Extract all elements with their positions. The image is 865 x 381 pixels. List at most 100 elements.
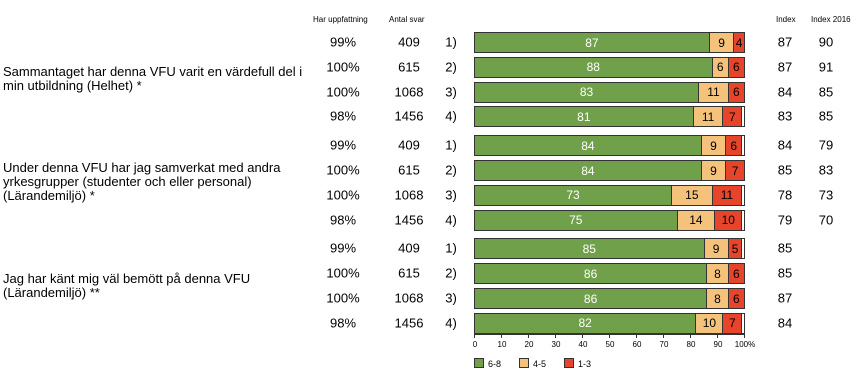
bar-segment: [727, 81, 745, 103]
value-label: 10: [702, 316, 717, 331]
value-label: 9: [712, 241, 720, 256]
category-label: 1): [445, 240, 457, 256]
header-has-opinion: Har uppfattning: [313, 15, 368, 24]
value-label: 85: [582, 241, 596, 256]
legend-swatch: [519, 358, 529, 368]
value-label: 82: [578, 316, 592, 331]
category-label: 1): [445, 34, 457, 50]
category-label: 3): [445, 187, 457, 203]
index-2016: 70: [818, 212, 834, 228]
tick-mark: [555, 334, 556, 338]
x-tick-label: 100%: [734, 340, 756, 349]
x-tick-label: 90: [713, 340, 723, 349]
bar-segment: [711, 184, 743, 206]
value-label: 8: [714, 291, 721, 306]
bar-segment: [722, 106, 743, 128]
x-tick-label: 10: [497, 340, 507, 349]
bar-segment: [733, 32, 745, 53]
bar-segment: [727, 56, 745, 78]
category-label: 4): [445, 212, 457, 228]
tick-mark: [528, 334, 529, 338]
value-label: 4: [735, 35, 743, 50]
value-label: 83: [579, 85, 594, 100]
value-label: 6: [716, 60, 724, 75]
header-index-2016: Index 2016: [811, 15, 851, 24]
responses: 409: [398, 34, 420, 50]
responses: 1068: [394, 84, 424, 100]
category-label: 2): [445, 59, 457, 75]
bar-segment: [722, 312, 743, 334]
value-label: 7: [729, 109, 736, 124]
tick-mark: [501, 334, 502, 338]
x-tick-label: 30: [551, 340, 561, 349]
bar-segment: [727, 238, 743, 260]
index-2016: 73: [818, 187, 834, 203]
value-label: 73: [566, 188, 580, 203]
index: 87: [777, 59, 793, 75]
value-label: 11: [720, 188, 734, 203]
question-text: Jag har känt mig väl bemött på denna VFU…: [3, 270, 251, 300]
has-opinion: 100%: [326, 84, 360, 100]
category-label: 2): [445, 265, 457, 281]
value-label: 6: [733, 266, 740, 281]
category-label: 4): [445, 315, 457, 331]
has-opinion: 100%: [326, 162, 360, 178]
value-label: 75: [569, 213, 583, 228]
legend-label: 4-5: [533, 359, 547, 369]
has-opinion: 98%: [329, 108, 357, 124]
has-opinion: 100%: [326, 265, 360, 281]
tick-mark: [663, 334, 664, 338]
value-label: 5: [731, 241, 739, 256]
tick-mark: [609, 334, 610, 338]
tick-mark: [717, 334, 718, 338]
bar-segment: [727, 263, 745, 285]
legend-swatch: [564, 358, 574, 368]
category-label: 2): [445, 162, 457, 178]
x-tick-label: 50: [605, 340, 615, 349]
responses: 409: [398, 240, 420, 256]
value-label: 9: [710, 138, 717, 153]
header-index: Index: [776, 15, 796, 24]
index-2016: 91: [818, 59, 834, 75]
index: 84: [777, 315, 793, 331]
value-label: 11: [707, 85, 720, 100]
responses: 1456: [394, 315, 424, 331]
question-text: Sammantaget har denna VFU varit en värde…: [3, 64, 303, 94]
x-axis: [474, 334, 745, 335]
value-label: 81: [577, 109, 591, 124]
value-label: 10: [721, 213, 735, 228]
has-opinion: 98%: [329, 315, 357, 331]
bar-segment: [725, 135, 743, 157]
index: 87: [777, 34, 793, 50]
tick-mark: [636, 334, 637, 338]
has-opinion: 98%: [329, 212, 357, 228]
value-label: 6: [733, 60, 740, 75]
question-text: Under denna VFU har jag samverkat med an…: [3, 160, 281, 204]
x-tick-label: 20: [524, 340, 534, 349]
index-2016: 90: [818, 34, 834, 50]
index: 85: [777, 265, 793, 281]
responses: 615: [398, 162, 420, 178]
responses: 1456: [394, 212, 424, 228]
value-label: 6: [730, 138, 738, 153]
value-label: 84: [581, 163, 595, 178]
bar-segment: [727, 288, 745, 309]
has-opinion: 99%: [329, 34, 357, 50]
x-tick-label: 80: [686, 340, 696, 349]
has-opinion: 100%: [326, 187, 360, 203]
value-label: 7: [729, 316, 736, 331]
responses: 615: [398, 265, 420, 281]
header-responses: Antal svar: [389, 15, 425, 24]
responses: 1068: [394, 290, 424, 306]
value-label: 6: [733, 85, 740, 100]
value-label: 15: [685, 188, 699, 203]
value-label: 9: [718, 35, 725, 50]
index-2016: 79: [818, 137, 834, 153]
value-label: 7: [731, 163, 739, 178]
bar-segment: [714, 209, 743, 231]
index: 85: [777, 240, 793, 256]
value-label: 88: [586, 60, 600, 75]
tick-mark: [474, 334, 475, 338]
value-label: 86: [583, 291, 598, 306]
